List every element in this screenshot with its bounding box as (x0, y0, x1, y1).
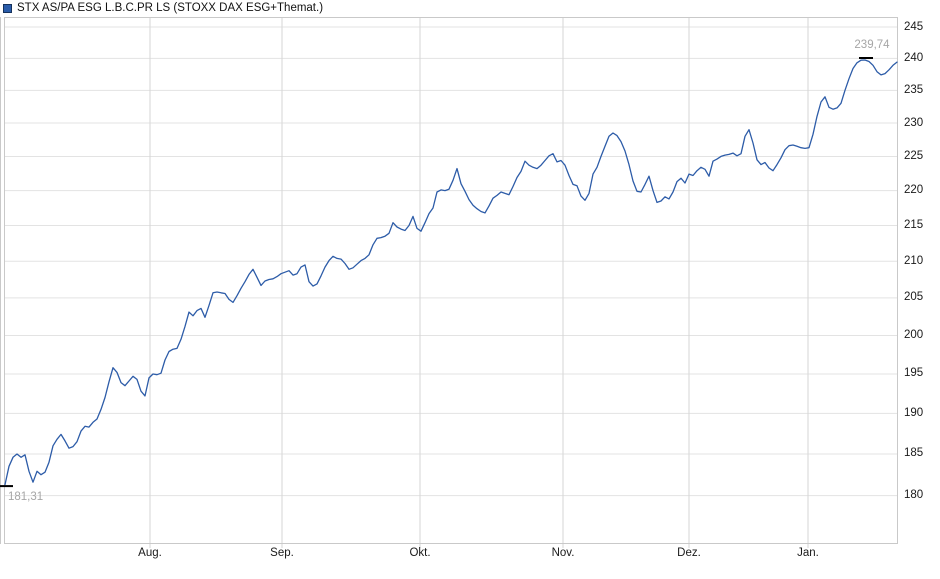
x-axis-month-label: Okt. (409, 547, 431, 559)
y-axis-tick-label: 245 (904, 20, 924, 33)
y-axis-tick-label: 180 (904, 489, 924, 502)
y-axis-tick-label: 225 (904, 149, 924, 162)
high-value-label: 239,74 (854, 38, 890, 51)
chart-header: STX AS/PA ESG L.B.C.PR LS (STOXX DAX ESG… (0, 0, 940, 17)
price-line-series[interactable] (4, 59, 898, 486)
x-axis-month-label: Jan. (797, 547, 819, 559)
y-axis-tick-label: 190 (904, 406, 924, 419)
y-axis-tick-label: 195 (904, 367, 924, 380)
y-axis-tick-label: 205 (904, 291, 924, 304)
chart-title: STX AS/PA ESG L.B.C.PR LS (STOXX DAX ESG… (17, 2, 324, 14)
plot-border (4, 17, 898, 544)
y-axis-tick-label: 235 (904, 83, 924, 96)
low-value-label: 181,31 (8, 490, 44, 503)
y-axis-tick-label: 230 (904, 116, 924, 129)
x-axis-month-label: Dez. (677, 547, 701, 559)
y-axis-tick-label: 200 (904, 328, 924, 341)
y-axis-tick-label: 215 (904, 219, 924, 232)
x-axis-month-label: Aug. (138, 547, 162, 559)
y-axis-tick-label: 240 (904, 51, 924, 64)
x-axis-month-label: Nov. (551, 547, 575, 559)
y-axis-tick-label: 220 (904, 184, 924, 197)
series-legend-swatch (3, 4, 12, 13)
y-axis-tick-label: 185 (904, 447, 924, 460)
y-axis-tick-label: 210 (904, 254, 924, 267)
x-axis-month-label: Sep. (270, 547, 294, 559)
